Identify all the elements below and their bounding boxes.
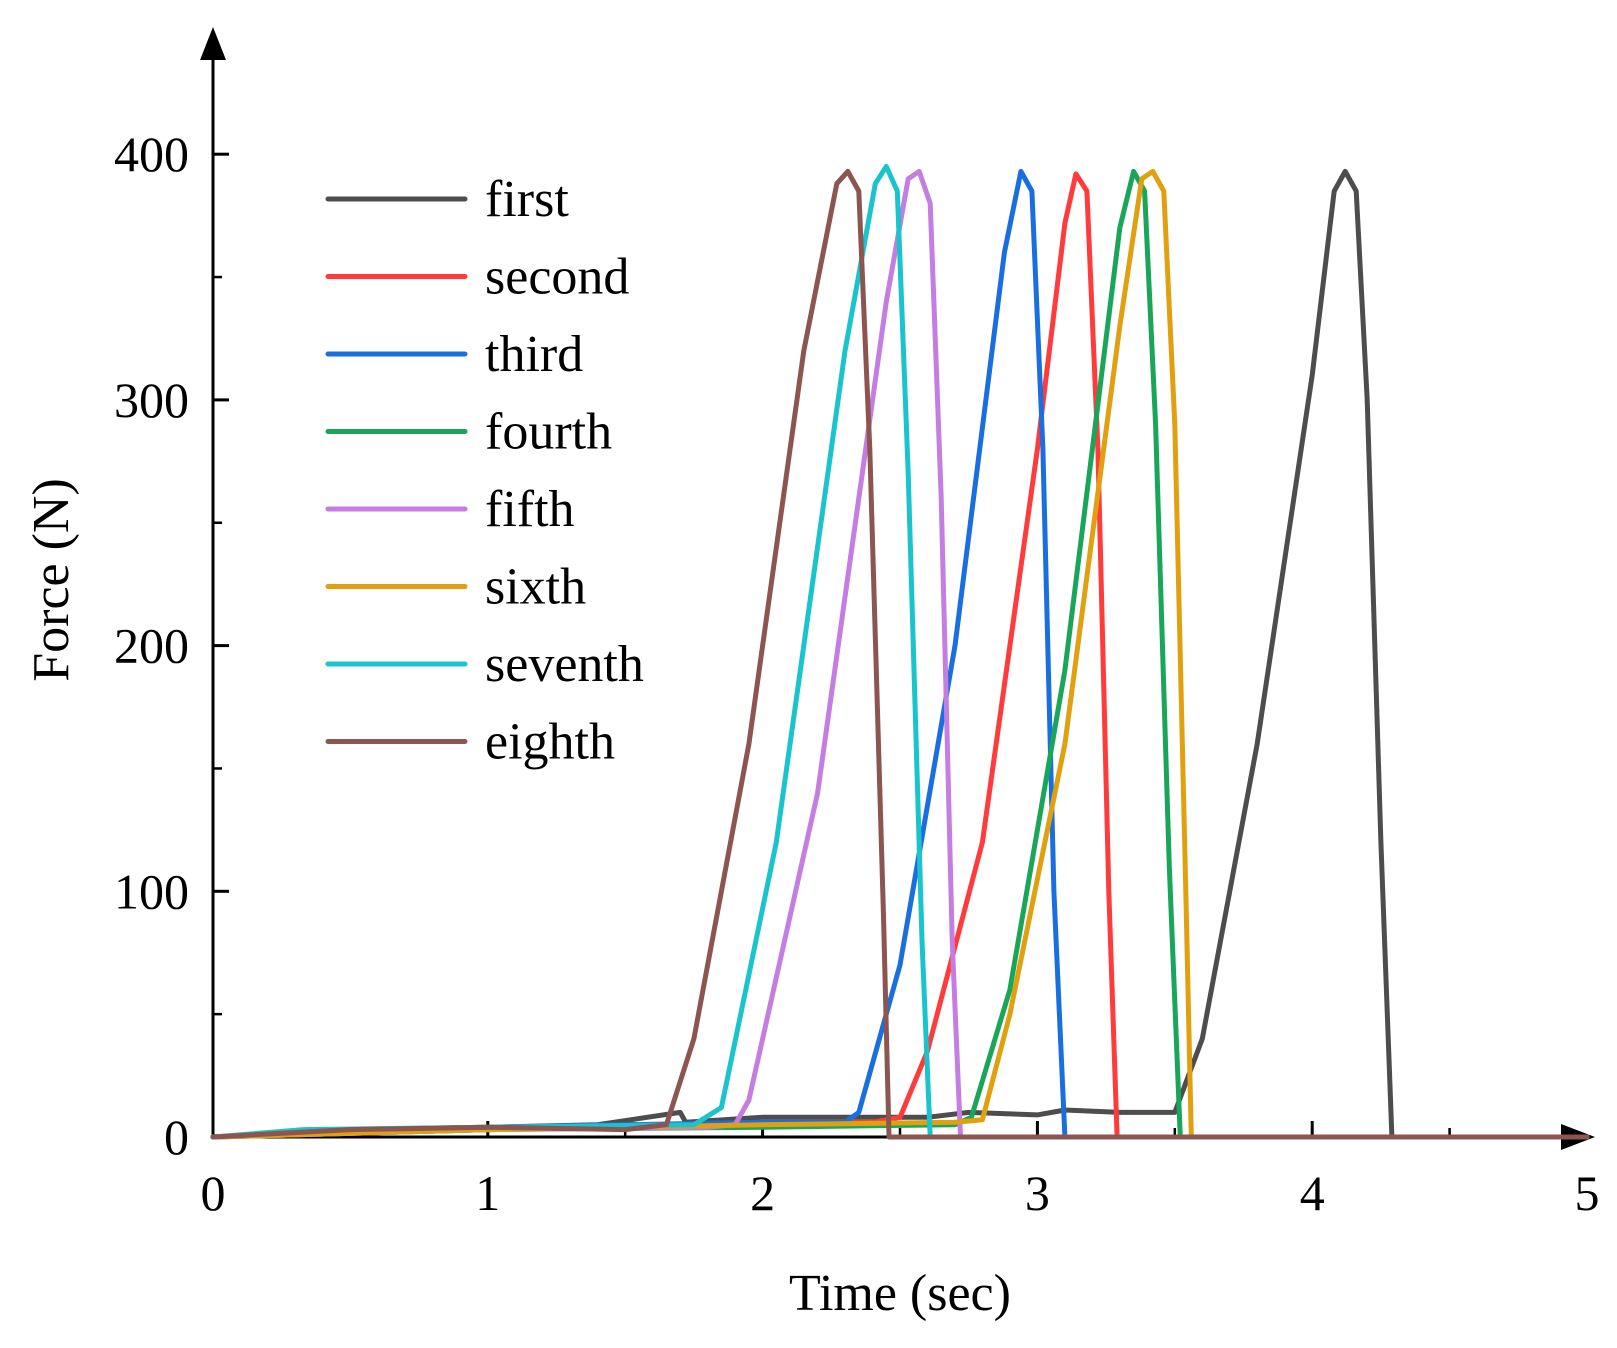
y-tick-label: 400 <box>114 126 189 182</box>
legend: first second third fourth fifth sixth seventh e… <box>325 171 644 771</box>
legend-label-fifth: fifth <box>485 481 575 538</box>
x-tick-label: 1 <box>475 1165 500 1221</box>
x-tick-label: 3 <box>1025 1165 1050 1221</box>
y-axis-arrow <box>200 27 226 60</box>
legend-label-first: first <box>485 171 569 228</box>
legend-label-sixth: sixth <box>485 559 586 616</box>
series-line-first <box>210 168 1590 1140</box>
y-axis-title: Force (N) <box>23 478 80 682</box>
y-tick-label: 300 <box>114 372 189 428</box>
legend-label-third: third <box>485 326 583 383</box>
legend-label-second: second <box>485 249 629 306</box>
legend-label-eighth: eighth <box>485 714 615 771</box>
plot-lines <box>210 164 1590 1140</box>
series-line-sixth <box>210 168 1590 1140</box>
ticks: 0 1 2 3 4 5 0 100 200 300 400 <box>114 126 1600 1221</box>
x-tick-label: 4 <box>1300 1165 1325 1221</box>
y-tick-label: 0 <box>164 1109 189 1165</box>
y-tick-label: 200 <box>114 618 189 674</box>
series-line-eighth <box>210 168 1590 1140</box>
series-line-seventh <box>210 164 1590 1140</box>
x-tick-label: 0 <box>201 1165 226 1221</box>
x-tick-label: 2 <box>750 1165 775 1221</box>
legend-label-seventh: seventh <box>485 636 644 693</box>
x-axis-title: Time (sec) <box>789 1265 1011 1322</box>
x-tick-label: 5 <box>1575 1165 1600 1221</box>
y-tick-label: 100 <box>114 863 189 919</box>
legend-label-fourth: fourth <box>485 404 612 461</box>
